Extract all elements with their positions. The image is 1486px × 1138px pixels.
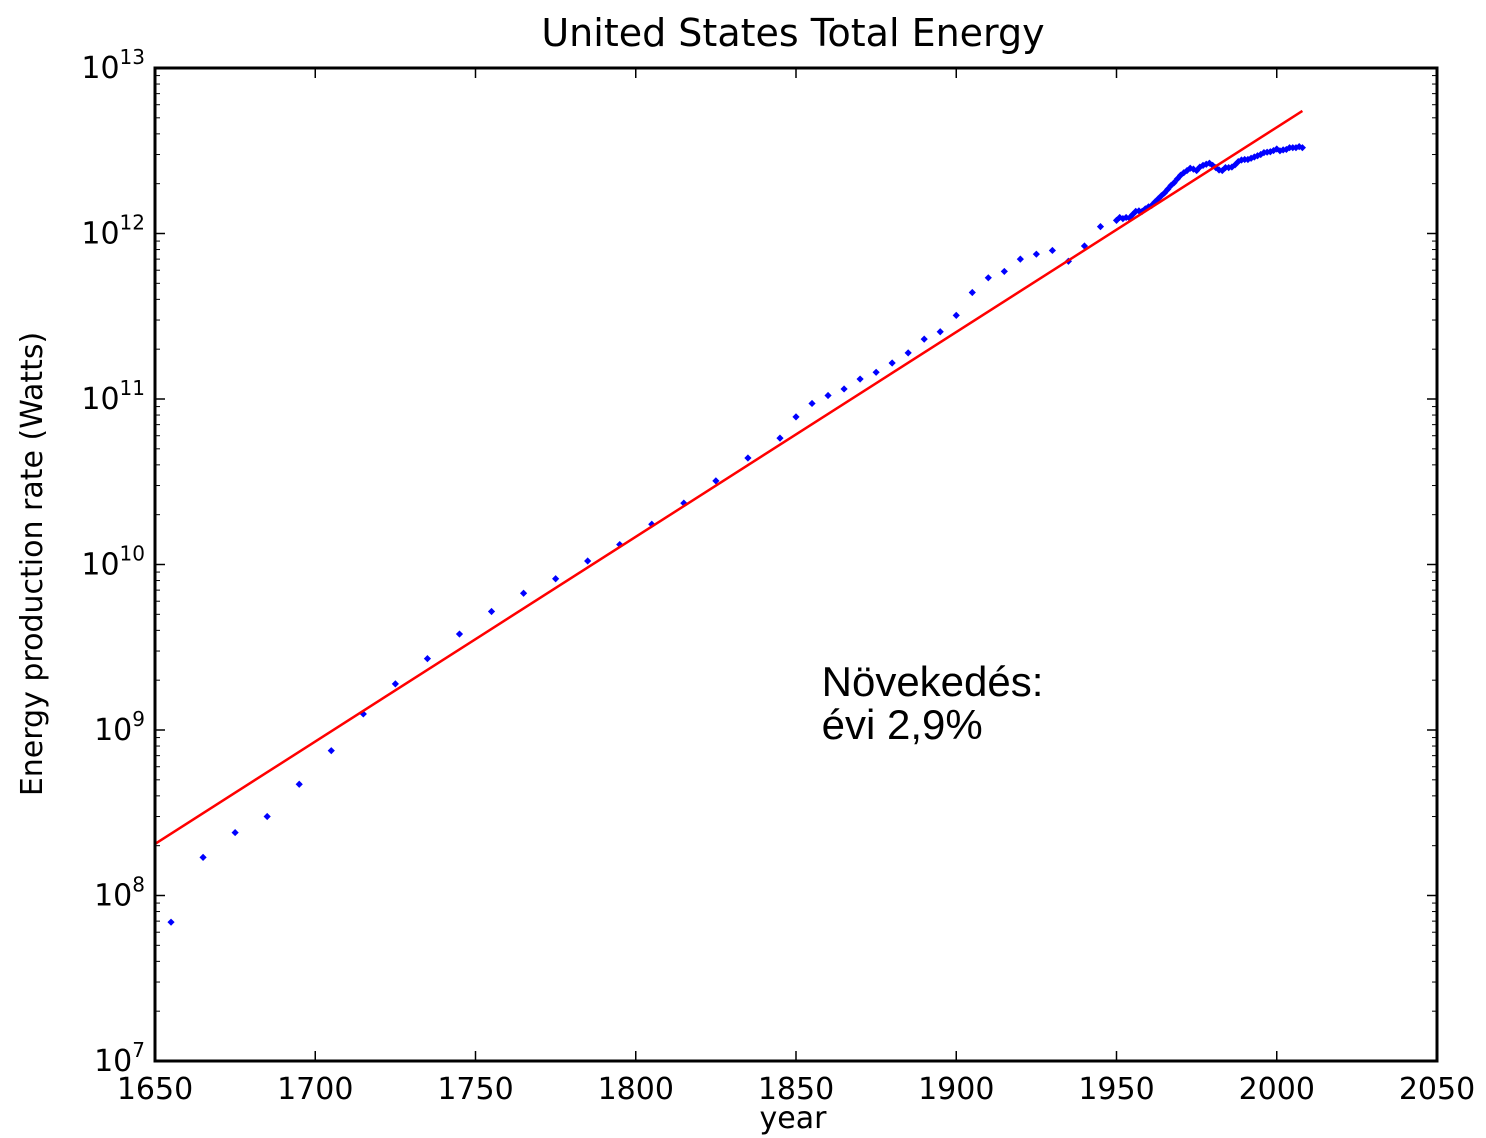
- data-point: [1282, 145, 1290, 154]
- data-point: [1132, 207, 1140, 215]
- x-tick-label: 1700: [277, 1072, 353, 1107]
- data-point: [856, 375, 864, 383]
- data-point: [423, 655, 432, 663]
- data-point: [1244, 155, 1252, 164]
- annotation-line-2: évi 2,9%: [822, 701, 983, 748]
- data-point: [808, 399, 816, 408]
- y-axis-label: Energy production rate (Watts): [15, 332, 50, 796]
- x-tick-label: 1900: [918, 1072, 994, 1107]
- y-tick-label: 1013: [81, 45, 145, 86]
- y-tick-label: 109: [94, 707, 145, 748]
- data-point: [888, 359, 896, 367]
- x-tick-label: 2000: [1239, 1072, 1315, 1107]
- y-tick-label: 1010: [81, 542, 145, 583]
- y-tick-label: 1012: [81, 211, 145, 252]
- x-tick-label: 1650: [117, 1072, 193, 1107]
- data-marks: [154, 109, 1306, 926]
- data-point: [1253, 152, 1262, 160]
- data-point: [263, 812, 271, 821]
- data-point: [776, 434, 784, 442]
- chart-title: United States Total Energy: [541, 11, 1044, 55]
- data-point: [199, 853, 207, 861]
- data-point: [519, 589, 528, 597]
- data-point: [952, 311, 960, 319]
- x-tick-label: 2050: [1399, 1072, 1475, 1107]
- data-point: [792, 413, 800, 421]
- fit-line: [154, 109, 1304, 845]
- data-point: [1112, 216, 1121, 224]
- data-point: [1173, 175, 1181, 183]
- data-point: [920, 335, 928, 343]
- data-point: [391, 680, 399, 688]
- data-point: [968, 288, 976, 297]
- x-tick-label: 1950: [1078, 1072, 1154, 1107]
- data-point: [455, 630, 464, 638]
- data-point: [872, 368, 880, 376]
- data-point: [359, 710, 367, 718]
- data-point: [327, 747, 335, 755]
- data-point: [1096, 223, 1105, 231]
- axes: 1650 1700 1750 1800 1850 1900 1950 2000 2050 107 1…: [81, 45, 1475, 1107]
- data-point: [1273, 145, 1281, 153]
- data-point: [1292, 144, 1300, 152]
- data-point: [616, 540, 624, 549]
- data-point: [1016, 255, 1024, 263]
- data-point: [712, 477, 720, 485]
- data-point: [1000, 267, 1008, 276]
- x-axis-label: year: [760, 1101, 828, 1136]
- data-point: [680, 499, 688, 507]
- data-point: [840, 385, 848, 393]
- data-point: [1122, 213, 1130, 222]
- x-tick-label: 1850: [758, 1072, 834, 1107]
- data-point: [1298, 144, 1306, 152]
- data-point: [1193, 166, 1201, 175]
- data-point: [295, 780, 303, 788]
- data-point: [824, 391, 832, 400]
- data-point: [1202, 160, 1210, 168]
- data-point: [1263, 148, 1271, 156]
- y-tick-label: 108: [94, 873, 145, 914]
- data-point: [584, 557, 592, 565]
- data-point: [487, 607, 496, 616]
- data-point: [1183, 166, 1191, 175]
- x-tick-label: 1750: [437, 1072, 513, 1107]
- data-point: [1164, 185, 1172, 193]
- plot-background: [155, 68, 1437, 1061]
- x-tick-label: 1800: [598, 1072, 674, 1107]
- plot-area: [155, 68, 1437, 1061]
- data-point: [984, 274, 992, 282]
- data-point: [936, 328, 944, 336]
- data-point: [552, 575, 560, 583]
- data-point: [1141, 205, 1149, 213]
- y-tick-label: 107: [94, 1038, 145, 1079]
- data-point: [744, 454, 752, 462]
- data-point: [904, 349, 912, 357]
- annotation-line-1: Növekedés:: [822, 658, 1044, 705]
- data-point: [1032, 250, 1040, 258]
- y-tick-label: 1011: [81, 376, 145, 417]
- data-point: [167, 918, 175, 926]
- data-point: [1048, 246, 1056, 255]
- data-point: [231, 828, 239, 837]
